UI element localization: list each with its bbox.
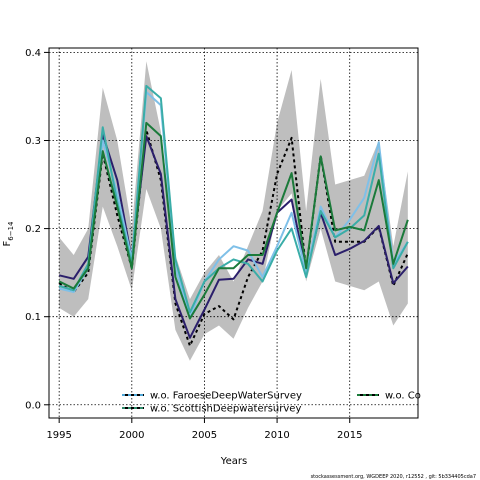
series-line-lightblue [58, 91, 409, 318]
series-line-navy [58, 133, 409, 339]
x-tick-label: 2015 [337, 430, 362, 441]
legend-label: w.o. ScottishDeepwatersurvey [150, 404, 301, 415]
y-axis-label: F6−14 [2, 221, 15, 247]
x-tick-label: 1995 [46, 430, 71, 441]
footer-note: stockassessment.org, WGDEEP 2020, r12552… [311, 474, 476, 480]
y-tick-label: 0.2 [25, 224, 41, 235]
legend-label: w.o. Co [385, 391, 421, 402]
x-axis: 1995 2000 2005 2010 2015 [46, 418, 362, 441]
x-tick-label: 2000 [119, 430, 144, 441]
series-lines [58, 84, 409, 347]
series-line-teal [58, 84, 409, 314]
x-tick-label: 2010 [264, 430, 289, 441]
y-axis-label-main: F [2, 241, 13, 247]
series-line-base [58, 128, 409, 347]
y-axis: 0.0 0.1 0.2 0.3 0.4 [25, 48, 49, 411]
legend: w.o. FaroeseDeepWaterSurvey w.o. Scottish… [122, 391, 421, 415]
x-tick-label: 2005 [192, 430, 217, 441]
y-tick-label: 0.0 [25, 400, 41, 411]
y-tick-label: 0.1 [25, 312, 41, 323]
x-axis-label: Years [220, 456, 247, 467]
y-axis-label-subscript: 6−14 [7, 221, 15, 241]
y-tick-label: 0.3 [25, 136, 41, 147]
legend-label: w.o. FaroeseDeepWaterSurvey [150, 391, 302, 402]
plot-frame [48, 47, 419, 419]
series-line-green [58, 121, 409, 320]
y-tick-label: 0.4 [25, 48, 41, 59]
grid [49, 48, 418, 418]
